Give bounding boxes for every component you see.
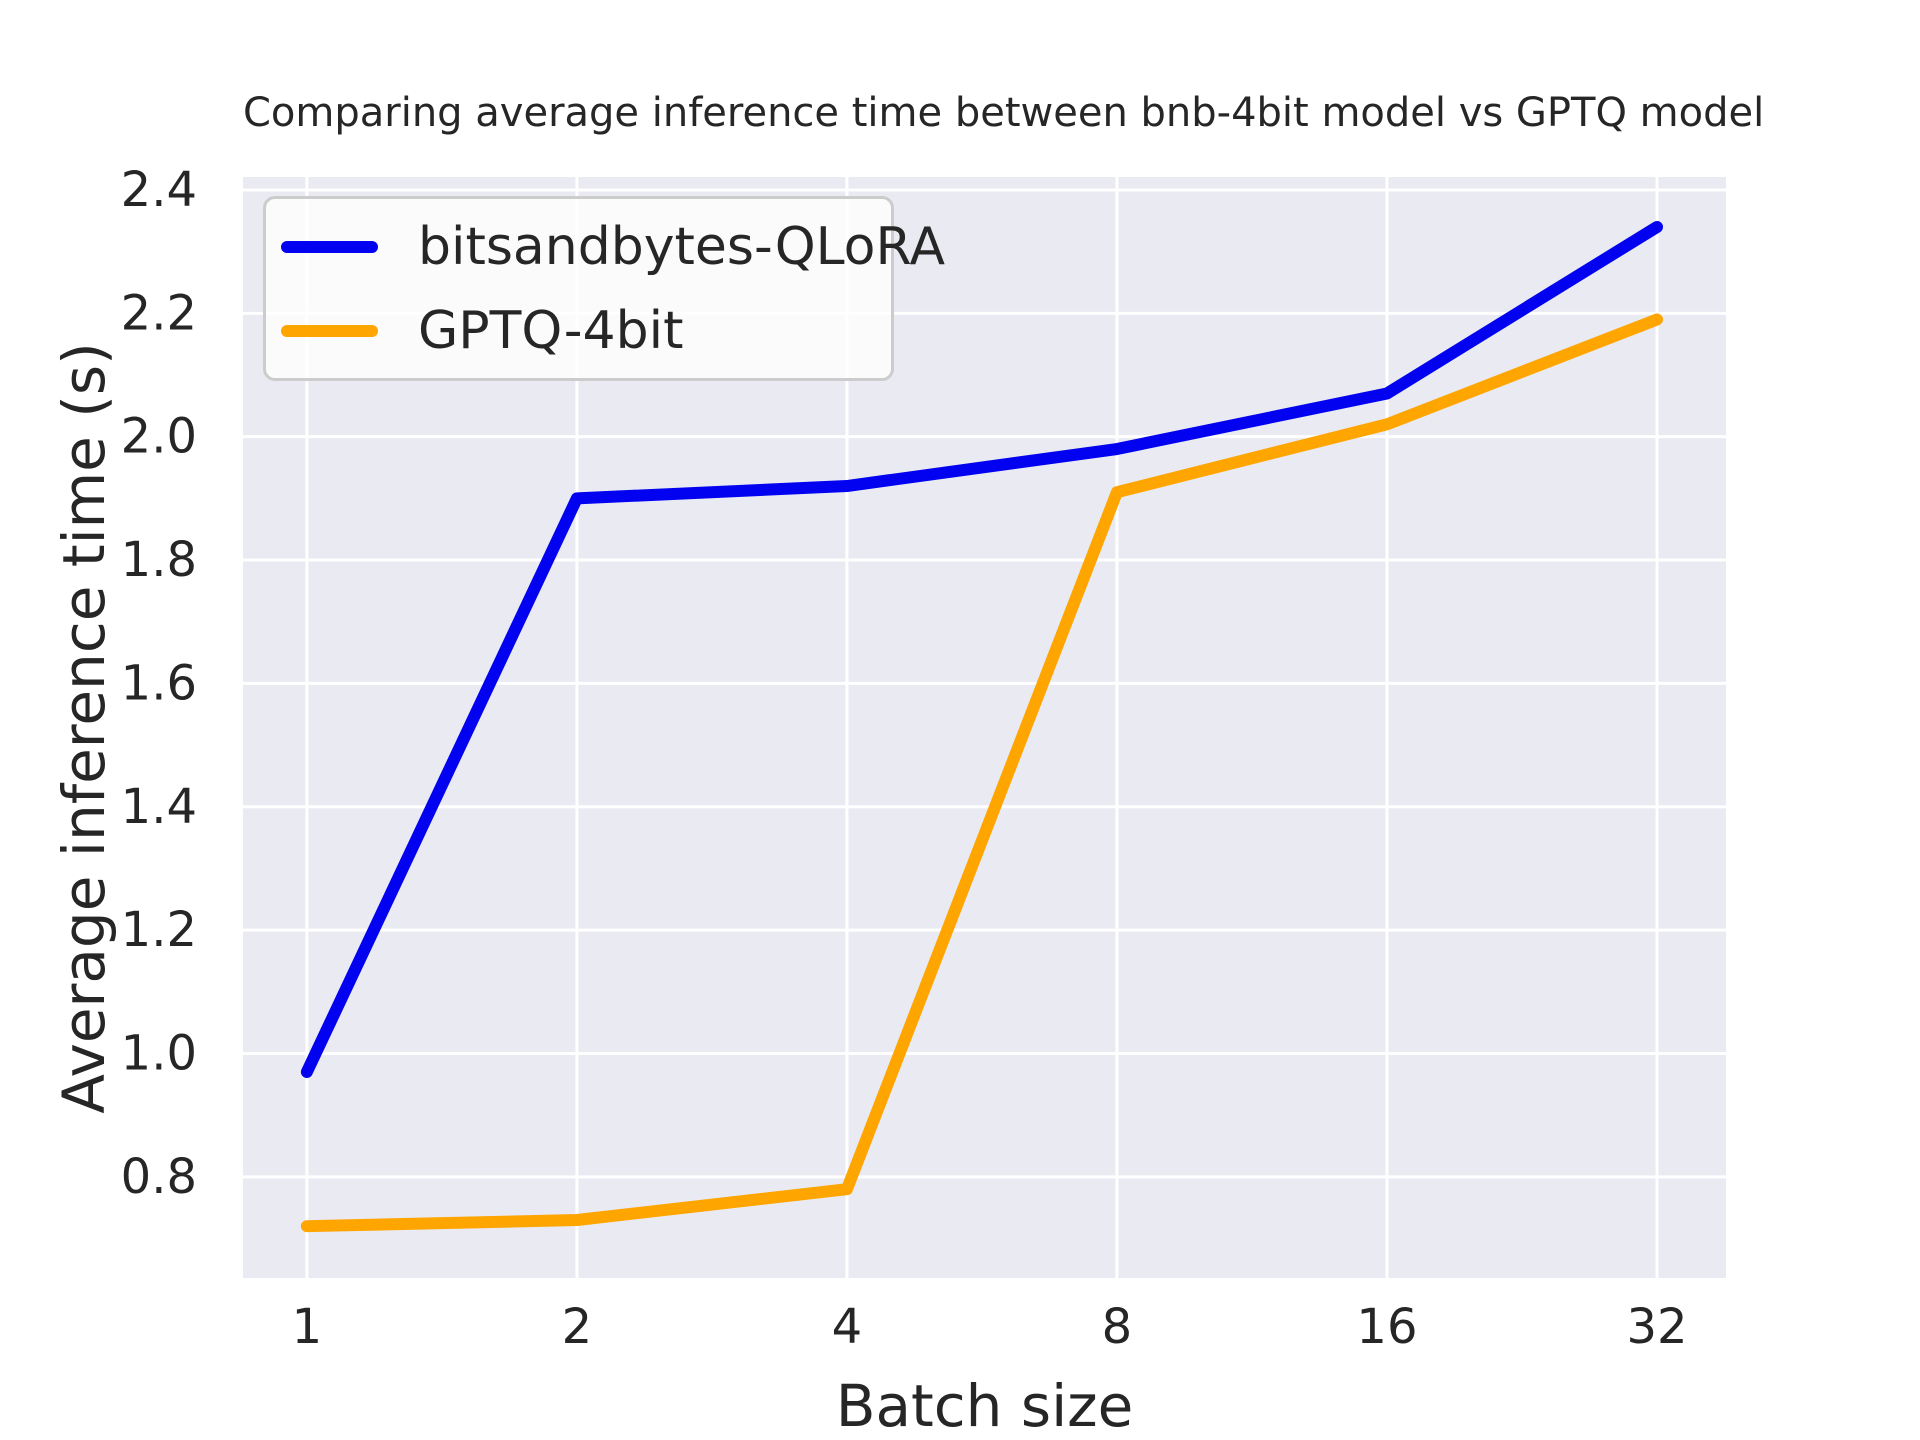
y-tick-label-2.2: 2.2 [121, 285, 197, 341]
y-tick-label-2.0: 2.0 [121, 409, 197, 465]
y-tick-label-0.8: 0.8 [121, 1149, 197, 1205]
x-tick-label-32: 32 [1626, 1299, 1687, 1355]
legend-line-swatch-orange [281, 325, 378, 337]
y-tick-label-1.2: 1.2 [121, 902, 197, 958]
legend-label: GPTQ-4bit [418, 301, 684, 361]
legend-item: bitsandbytes-QLoRA [281, 205, 945, 289]
x-tick-label-8: 8 [1102, 1299, 1133, 1355]
chart-title: Comparing average inference time between… [243, 90, 1765, 136]
legend-label: bitsandbytes-QLoRA [418, 217, 946, 277]
x-tick-label-1: 1 [292, 1299, 323, 1355]
y-axis-label: Average inference time (s) [50, 342, 118, 1114]
legend-item: GPTQ-4bit [281, 289, 891, 373]
y-tick-label-1.0: 1.0 [121, 1025, 197, 1081]
y-tick-label-1.4: 1.4 [121, 779, 197, 835]
y-tick-label-1.8: 1.8 [121, 532, 197, 588]
x-axis-label: Batch size [835, 1372, 1134, 1440]
y-tick-label-1.6: 1.6 [121, 655, 197, 711]
x-tick-label-4: 4 [832, 1299, 863, 1355]
series-line-GPTQ-4bit [300, 313, 1663, 1233]
legend-line-swatch-blue [281, 241, 378, 253]
x-tick-label-16: 16 [1356, 1299, 1417, 1355]
legend: bitsandbytes-QLoRA GPTQ-4bit [263, 196, 945, 381]
y-tick-label-2.4: 2.4 [121, 162, 197, 218]
x-tick-label-2: 2 [562, 1299, 593, 1355]
series-line-bitsandbytes-QLoRA [300, 220, 1663, 1078]
